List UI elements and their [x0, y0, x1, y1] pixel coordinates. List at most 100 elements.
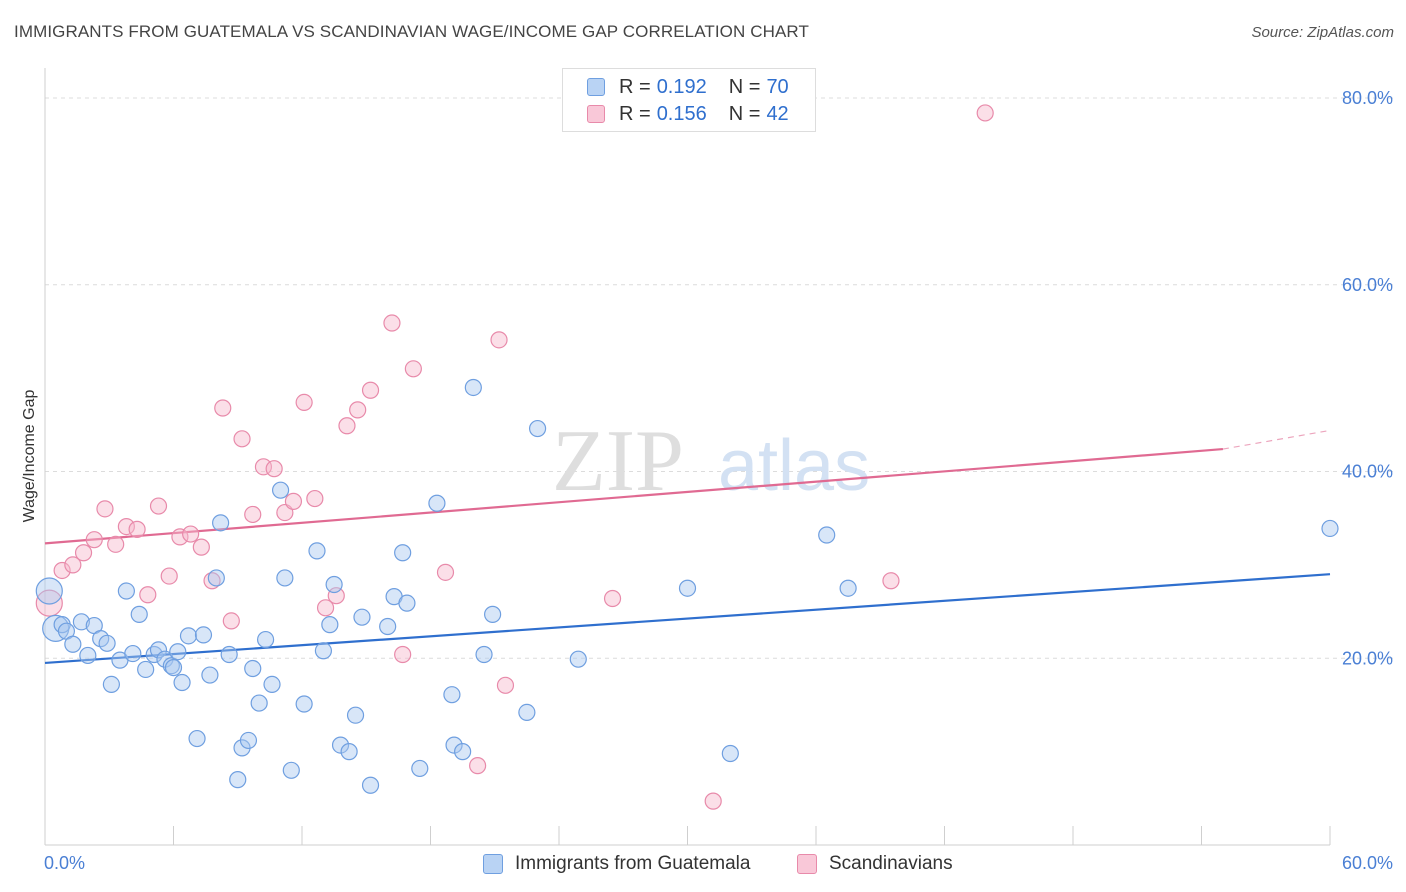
- legend-r-label: R =: [619, 102, 651, 125]
- data-point: [160, 567, 178, 585]
- data-point: [308, 542, 326, 560]
- data-point: [244, 659, 262, 678]
- y-tick-label: 40.0%: [1342, 462, 1393, 482]
- data-point: [173, 673, 191, 692]
- data-point: [569, 650, 587, 668]
- data-point: [331, 736, 350, 754]
- data-point: [182, 525, 200, 543]
- data-point: [976, 104, 994, 122]
- data-point: [256, 630, 275, 649]
- data-point: [239, 731, 258, 750]
- data-point: [603, 589, 622, 608]
- x-tick-label: 60.0%: [1342, 853, 1393, 873]
- data-point: [263, 675, 281, 693]
- legend-r-value: 0.192: [656, 75, 707, 98]
- trend-line-dashed: [1222, 429, 1331, 450]
- data-point: [250, 694, 268, 712]
- data-point: [295, 393, 313, 412]
- data-point: [139, 586, 157, 604]
- bottom-legend-swatch-pink: [797, 854, 817, 874]
- data-point: [192, 538, 210, 556]
- data-points: [35, 104, 1339, 810]
- data-point: [229, 771, 247, 789]
- data-point: [64, 635, 82, 653]
- data-point: [678, 579, 697, 597]
- data-point: [265, 460, 283, 478]
- data-point: [244, 505, 262, 524]
- legend-n-label: N =: [728, 102, 761, 125]
- bottom-legend-scandinavians: Scandinavians: [797, 852, 953, 876]
- x-tick-label: 0.0%: [44, 853, 85, 873]
- y-axis-label: Wage/Income Gap: [21, 390, 38, 523]
- data-point: [721, 744, 739, 763]
- data-point: [394, 544, 412, 562]
- data-point: [469, 757, 487, 775]
- data-point: [394, 645, 412, 664]
- data-point: [316, 599, 335, 617]
- data-point: [194, 626, 213, 644]
- data-point: [338, 417, 356, 435]
- data-point: [282, 761, 300, 779]
- data-point: [169, 643, 187, 661]
- data-point: [443, 686, 461, 704]
- y-tick-label: 60.0%: [1342, 275, 1393, 295]
- data-point: [314, 642, 333, 660]
- data-point: [464, 378, 482, 397]
- data-point: [164, 658, 183, 677]
- data-point: [325, 575, 343, 594]
- data-point: [383, 314, 401, 332]
- y-tick-label: 80.0%: [1342, 88, 1393, 108]
- data-point: [137, 660, 155, 679]
- data-point: [295, 695, 313, 713]
- y-tick-label: 20.0%: [1342, 648, 1393, 668]
- trend-line: [44, 573, 1331, 665]
- data-point: [518, 703, 536, 722]
- legend-r-value: 0.156: [656, 102, 707, 125]
- data-point: [107, 535, 125, 553]
- data-point: [74, 544, 93, 562]
- legend-n-value: 42: [766, 102, 789, 125]
- legend-r-label: R =: [619, 75, 651, 98]
- data-point: [72, 613, 91, 631]
- tick-labels: 20.0% 40.0% 60.0% 80.0% 0.0% 60.0%: [44, 88, 1393, 873]
- data-point: [254, 458, 273, 476]
- watermark-zip: ZIP: [552, 413, 684, 510]
- data-point: [276, 569, 294, 587]
- source-label: Source: ZipAtlas.com: [1251, 24, 1394, 41]
- data-point: [214, 399, 232, 417]
- data-point: [445, 736, 463, 754]
- data-point: [349, 401, 367, 419]
- trend-line: [44, 447, 1224, 545]
- data-point: [85, 531, 103, 549]
- legend-row-guatemala: R = 0.192 N = 70: [587, 75, 789, 99]
- chart-title: IMMIGRANTS FROM GUATEMALA VS SCANDINAVIA…: [14, 22, 809, 41]
- axes: [44, 68, 1331, 846]
- bottom-legend-swatch-blue: [483, 854, 503, 874]
- data-point: [704, 792, 722, 810]
- watermark-atlas: atlas: [718, 426, 870, 506]
- data-point: [149, 497, 168, 515]
- data-point: [271, 481, 290, 499]
- data-point: [201, 666, 219, 684]
- data-point: [475, 645, 493, 664]
- data-point: [346, 706, 365, 724]
- data-point: [220, 645, 238, 664]
- data-point: [79, 646, 97, 665]
- data-point: [233, 430, 251, 448]
- data-point: [179, 627, 198, 645]
- data-point: [1321, 519, 1339, 538]
- data-point: [484, 605, 502, 623]
- trend-lines: [44, 429, 1331, 665]
- data-point: [428, 494, 446, 512]
- legend-swatch-pink: [587, 105, 605, 123]
- bottom-legend-label: Scandinavians: [829, 853, 953, 874]
- data-point: [361, 776, 380, 794]
- data-point: [222, 612, 240, 630]
- data-point: [818, 526, 836, 544]
- legend-n-value: 70: [766, 75, 789, 98]
- bottom-legend-guatemala: Immigrants from Guatemala: [483, 852, 750, 876]
- data-point: [212, 514, 230, 532]
- data-point: [340, 743, 358, 761]
- data-point: [882, 572, 900, 590]
